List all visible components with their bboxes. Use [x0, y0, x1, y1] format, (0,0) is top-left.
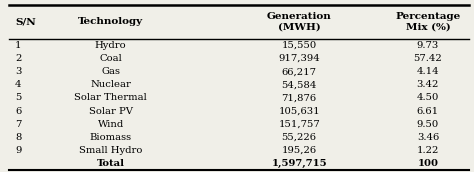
Text: Biomass: Biomass: [90, 133, 132, 142]
Text: 1.22: 1.22: [417, 146, 439, 155]
Text: 55,226: 55,226: [282, 133, 317, 142]
Text: 151,757: 151,757: [278, 120, 320, 129]
Text: Nuclear: Nuclear: [90, 80, 131, 89]
Text: 100: 100: [418, 159, 438, 168]
Text: 1,597,715: 1,597,715: [271, 159, 327, 168]
Text: 917,394: 917,394: [278, 54, 320, 63]
Text: 66,217: 66,217: [282, 67, 317, 76]
Text: 3: 3: [15, 67, 21, 76]
Text: 15,550: 15,550: [282, 41, 317, 50]
Text: 3.42: 3.42: [417, 80, 439, 89]
Text: 5: 5: [15, 93, 21, 103]
Text: 54,584: 54,584: [282, 80, 317, 89]
Text: 9.73: 9.73: [417, 41, 439, 50]
Text: Small Hydro: Small Hydro: [79, 146, 142, 155]
Text: Gas: Gas: [101, 67, 120, 76]
Text: Solar Thermal: Solar Thermal: [74, 93, 147, 103]
Text: 4.14: 4.14: [417, 67, 439, 76]
Text: 3.46: 3.46: [417, 133, 439, 142]
Text: Wind: Wind: [98, 120, 124, 129]
Text: 105,631: 105,631: [278, 107, 320, 116]
Text: 4: 4: [15, 80, 21, 89]
Text: 71,876: 71,876: [282, 93, 317, 103]
Text: 6: 6: [15, 107, 21, 116]
Text: Solar PV: Solar PV: [89, 107, 133, 116]
Text: 195,26: 195,26: [282, 146, 317, 155]
Text: 57.42: 57.42: [413, 54, 442, 63]
Text: 8: 8: [15, 133, 21, 142]
Text: 9: 9: [15, 146, 21, 155]
Text: 1: 1: [15, 41, 21, 50]
Text: Percentage
Mix (%): Percentage Mix (%): [395, 12, 461, 32]
Text: 9.50: 9.50: [417, 120, 439, 129]
Text: 6.61: 6.61: [417, 107, 439, 116]
Text: S/N: S/N: [15, 17, 36, 26]
Text: 7: 7: [15, 120, 21, 129]
Text: Technology: Technology: [78, 17, 143, 26]
Text: Generation
(MWH): Generation (MWH): [267, 12, 331, 32]
Text: Coal: Coal: [99, 54, 122, 63]
Text: Hydro: Hydro: [95, 41, 127, 50]
Text: 2: 2: [15, 54, 21, 63]
Text: Total: Total: [97, 159, 125, 168]
Text: 4.50: 4.50: [417, 93, 439, 103]
